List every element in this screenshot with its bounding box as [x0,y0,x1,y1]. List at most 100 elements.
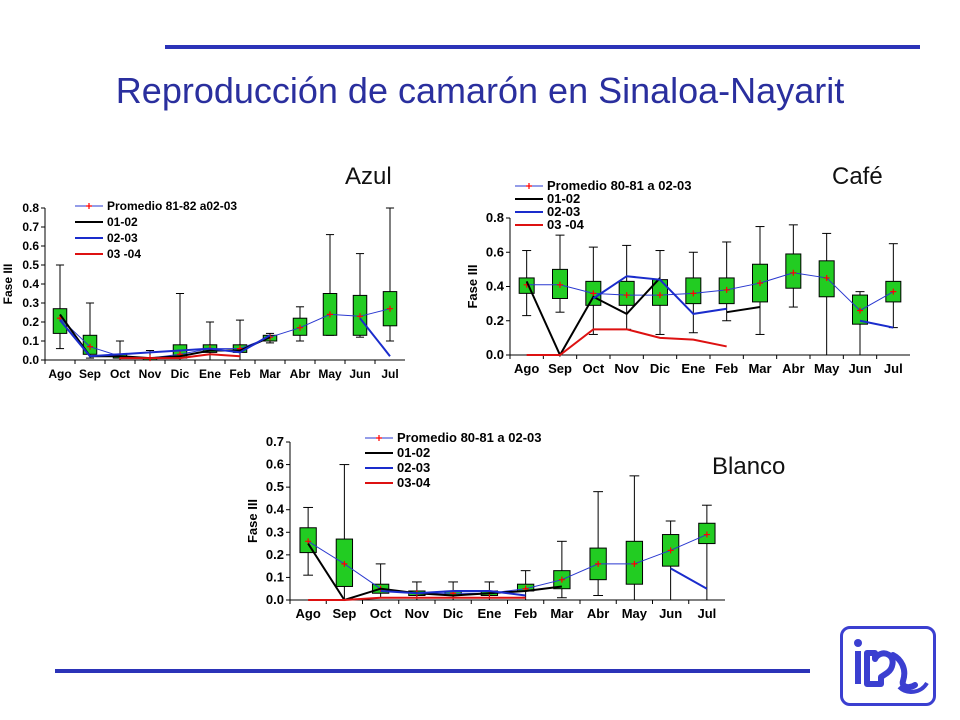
x-tick-label: Nov [139,367,162,381]
x-tick-label: Jun [659,606,682,621]
mean-marker [631,560,638,567]
top-rule [165,45,920,49]
y-tick-label: 0.2 [486,313,504,328]
bottom-rule [55,669,810,673]
mean-marker [327,311,333,318]
y-axis-label: Fase III [1,264,15,305]
legend-label: 01-02 [397,445,430,460]
mean-marker [690,290,697,297]
x-tick-label: Ago [48,367,71,381]
series-line [526,272,894,312]
x-tick-label: Dic [443,606,463,621]
chart-blanco: 0.0 0.1 0.2 0.3 0.4 0.5 0.6 0.7 Fase III Ago Sep Oc… [245,430,725,621]
series-line [859,319,894,329]
x-tick-label: Sep [548,361,572,376]
mean-marker [590,290,597,297]
mean-marker [557,281,563,288]
y-tick-label: 0.3 [22,296,39,310]
mean-marker [667,547,674,554]
legend-label: 02-03 [107,231,138,245]
mean-marker [857,307,863,314]
x-tick-label: Abr [290,367,311,381]
mean-marker [595,560,602,567]
x-tick-label: Ago [295,606,320,621]
legend-marker [526,183,532,189]
legend-label: Promedio 81-82 a02-03 [107,199,237,213]
mean-marker [623,292,630,299]
x-tick-label: Mar [259,367,281,381]
x-tick-label: Ene [681,361,705,376]
legend-label: 01-02 [547,191,580,206]
y-tick-label: 0.1 [266,569,284,584]
x-tick-label: Feb [514,606,537,621]
legend-label: Promedio 80-81 a 02-03 [397,430,542,445]
mean-marker [703,531,710,538]
mean-marker [890,288,897,295]
x-tick-label: Sep [332,606,356,621]
mean-marker [558,576,565,583]
series-line [526,328,727,356]
legend-label: 02-03 [547,204,580,219]
x-tick-label: Sep [79,367,101,381]
series-line [308,596,526,601]
y-tick-label: 0.5 [22,258,39,272]
series-line [120,353,241,360]
x-tick-label: Feb [715,361,738,376]
mean-marker [823,274,830,281]
series-line [359,317,391,357]
y-tick-label: 0.4 [486,279,505,294]
y-tick-label: 0.3 [266,524,284,539]
series-line [670,567,708,590]
series-line [592,275,727,315]
x-tick-label: Oct [110,367,130,381]
y-tick-label: 0.7 [266,434,284,449]
y-tick-label: 0.4 [22,277,39,291]
x-tick-label: May [318,367,342,381]
legend-label: 03 -04 [107,247,141,261]
y-tick-label: 0.0 [22,353,39,367]
mean-marker [723,286,730,293]
legend-marker [376,435,382,441]
y-tick-label: 0.6 [266,457,284,472]
x-tick-label: Mar [748,361,771,376]
y-tick-label: 0.0 [486,347,504,362]
legend-label: 02-03 [397,460,430,475]
x-tick-label: Jun [848,361,871,376]
series-line [307,534,708,594]
y-tick-label: 0.7 [22,220,39,234]
x-tick-label: Feb [229,367,250,381]
x-tick-label: Oct [582,361,604,376]
legend-label: 03-04 [397,475,431,490]
x-tick-label: Ene [199,367,221,381]
x-tick-label: Oct [370,606,392,621]
y-tick-label: 0.4 [266,502,285,517]
x-tick-label: Nov [405,606,430,621]
series-line [307,543,562,602]
series-line [525,277,661,358]
x-tick-label: Jul [697,606,716,621]
x-tick-label: Mar [550,606,573,621]
y-tick-label: 0.8 [22,201,39,215]
y-tick-label: 0.1 [22,334,39,348]
mean-marker [305,538,312,545]
y-tick-label: 0.5 [266,479,284,494]
x-tick-label: Ago [514,361,539,376]
x-tick-label: Jun [349,367,370,381]
mean-marker [341,560,348,567]
mean-marker [87,343,93,350]
x-tick-label: May [622,606,648,621]
series-line [380,589,526,597]
logo [840,626,936,706]
x-tick-label: Abr [587,606,609,621]
chart-azul: 0.0 0.1 0.2 0.3 0.4 0.5 0.6 0.7 0.8 Fase III Ago Se… [1,199,405,381]
panel-label-cafe: Café [832,163,883,190]
chart-cafe: 0.0 0.2 0.4 0.6 0.8 Fase III Ago Sep Oct Nov Dic En… [465,178,910,376]
y-tick-label: 0.2 [22,315,39,329]
legend-marker [86,203,92,209]
y-tick-label: 0.2 [266,547,284,562]
logo-mark-icon [854,639,929,694]
y-tick-label: 0.8 [486,210,504,225]
y-tick-label: 0.6 [22,239,39,253]
panel-label-blanco: Blanco [712,453,786,480]
legend-label: 03 -04 [547,217,585,232]
